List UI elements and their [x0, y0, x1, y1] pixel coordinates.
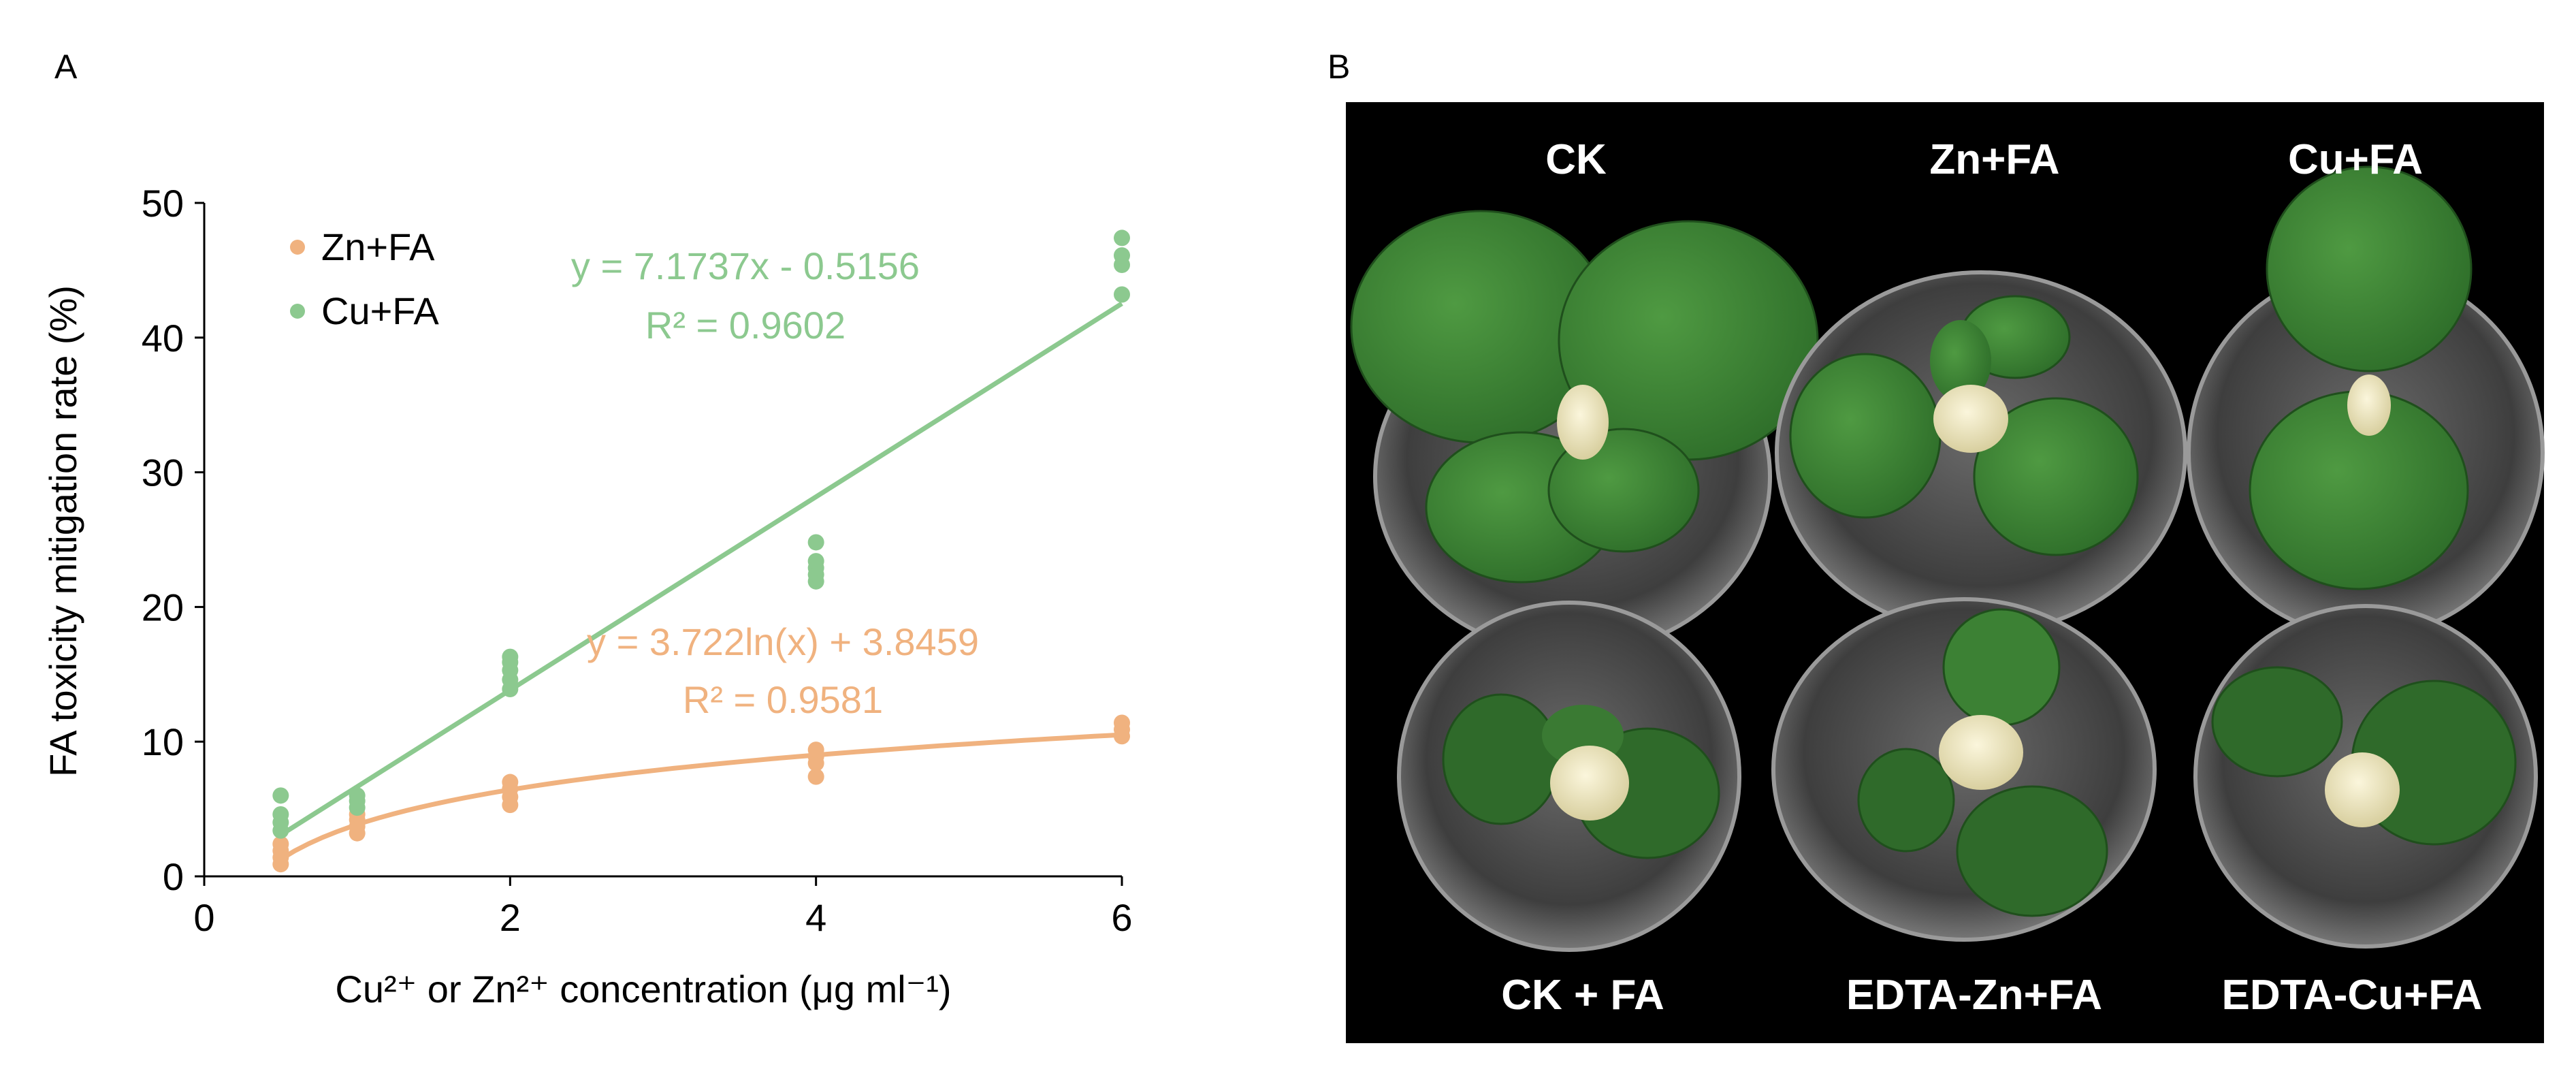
point-cu-fa [807, 553, 824, 570]
photo-label-ck: CK [1545, 136, 1607, 183]
scatter-chart: 0 10 20 30 40 50 0 2 4 6 Cu²⁺ or Zn²⁺ concentrat… [42, 182, 1133, 1010]
plant-edta-cu-fa [2193, 604, 2538, 949]
point-cu-fa [807, 534, 824, 551]
plant-photo: CK Zn+FA Cu+FA CK + FA EDTA-Zn+FA EDTA-C… [1346, 102, 2545, 1043]
legend: Zn+FA Cu+FA [290, 225, 439, 332]
point-zn-fa [1114, 714, 1130, 731]
plant-cu-fa [2187, 165, 2545, 639]
y-tick-label: 40 [142, 317, 184, 360]
point-cu-fa [1114, 229, 1130, 246]
panel-a-label: A [54, 48, 78, 86]
zn-r2: R² = 0.9581 [683, 678, 883, 721]
x-tick-label: 0 [193, 896, 214, 939]
point-cu-fa [1114, 286, 1130, 303]
legend-zn-label: Zn+FA [321, 225, 435, 268]
y-axis-ticks: 0 10 20 30 40 50 [142, 182, 204, 898]
point-cu-fa [502, 648, 519, 665]
data-points [272, 229, 1130, 873]
y-tick-label: 50 [142, 182, 184, 225]
point-zn-fa [807, 768, 824, 785]
trendline-cu-fa [279, 301, 1123, 838]
panel-b-label: B [1327, 48, 1350, 86]
zn-equation: y = 3.722ln(x) + 3.8459 [587, 620, 979, 663]
plant-ck [1350, 210, 1819, 656]
point-zn-fa [272, 835, 289, 853]
x-tick-label: 6 [1111, 896, 1132, 939]
y-tick-label: 20 [142, 586, 184, 628]
point-cu-fa [272, 806, 289, 823]
plant-ck-fa [1397, 601, 1741, 952]
x-axis-title: Cu²⁺ or Zn²⁺ concentration (μg ml⁻¹) [335, 968, 951, 1010]
legend-cu-marker [290, 304, 305, 319]
point-zn-fa [502, 774, 519, 791]
y-tick-label: 10 [142, 720, 184, 763]
x-tick-label: 2 [500, 896, 521, 939]
photo-label-zn-fa: Zn+FA [1929, 136, 2059, 183]
y-tick-label: 0 [163, 855, 184, 898]
y-axis-title: FA toxicity mitigation rate (%) [42, 285, 84, 777]
x-tick-label: 4 [805, 896, 826, 939]
plant-edta-zn-fa [1771, 597, 2157, 942]
trendline-zn-fa [279, 732, 1123, 861]
x-axis-ticks: 0 2 4 6 [193, 876, 1133, 939]
photo-label-ck-fa: CK + FA [1501, 972, 1664, 1019]
plant-zn-fa [1775, 270, 2187, 635]
photo-label-edta-cu-fa: EDTA-Cu+FA [2222, 972, 2483, 1019]
cu-r2: R² = 0.9602 [645, 304, 846, 347]
point-cu-fa [1114, 247, 1130, 264]
point-cu-fa [272, 787, 289, 804]
point-cu-fa [349, 787, 366, 804]
legend-zn-marker [290, 240, 305, 255]
trendlines [279, 301, 1123, 861]
photo-label-cu-fa: Cu+FA [2288, 136, 2423, 183]
cu-equation: y = 7.1737x - 0.5156 [571, 244, 920, 287]
photo-label-edta-zn-fa: EDTA-Zn+FA [1846, 972, 2102, 1019]
legend-cu-label: Cu+FA [321, 289, 439, 332]
point-zn-fa [807, 742, 824, 759]
y-tick-label: 30 [142, 451, 184, 494]
